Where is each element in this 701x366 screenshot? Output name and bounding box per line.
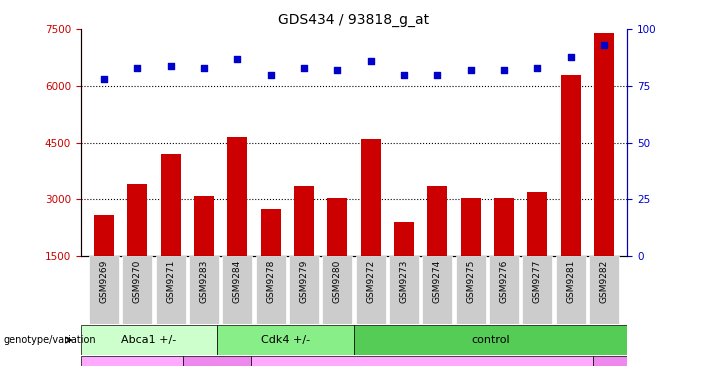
Bar [428,186,447,313]
Bar [494,198,514,313]
Bar [217,325,354,355]
Point [165,63,176,68]
Bar [194,196,214,313]
Bar [594,33,614,313]
Point [198,65,210,71]
Bar [222,256,252,324]
Bar [456,256,486,324]
Bar [156,256,186,324]
Bar [289,256,319,324]
Text: Abca1 +/-: Abca1 +/- [121,335,177,345]
Bar [461,198,481,313]
Text: GSM9275: GSM9275 [466,259,475,303]
Text: GSM9277: GSM9277 [533,259,542,303]
Bar [227,137,247,313]
Text: GSM9269: GSM9269 [100,259,109,303]
Text: control: control [471,335,510,345]
Text: GSM9281: GSM9281 [566,259,576,303]
Bar [183,356,252,366]
Bar [355,256,386,324]
Bar [89,256,119,324]
Point [132,65,143,71]
Point [432,72,443,78]
Bar [189,256,219,324]
Bar [128,184,147,313]
Bar [593,356,627,366]
Bar [294,186,314,313]
Point [265,72,276,78]
Point [232,56,243,62]
Text: GSM9276: GSM9276 [500,259,508,303]
Text: GSM9274: GSM9274 [433,259,442,303]
Point [498,67,510,73]
Text: GSM9279: GSM9279 [299,259,308,303]
Bar [561,75,580,313]
Bar [122,256,152,324]
Bar [489,256,519,324]
Text: Cdk4 +/-: Cdk4 +/- [261,335,311,345]
Point [365,58,376,64]
Point [532,65,543,71]
Text: GSM9283: GSM9283 [200,259,208,303]
Bar [161,154,181,313]
Point [565,53,576,59]
Bar [527,192,547,313]
Text: GSM9270: GSM9270 [132,259,142,303]
Bar [81,356,183,366]
Point [299,65,310,71]
Text: GSM9278: GSM9278 [266,259,275,303]
Text: genotype/variation: genotype/variation [4,335,96,345]
Bar [423,256,452,324]
Text: GSM9284: GSM9284 [233,259,242,303]
Point [332,67,343,73]
Bar [354,325,627,355]
Bar [81,325,217,355]
Bar [327,198,347,313]
Text: GSM9282: GSM9282 [599,259,608,303]
Text: GSM9272: GSM9272 [366,259,375,303]
Bar [256,256,286,324]
Title: GDS434 / 93818_g_at: GDS434 / 93818_g_at [278,13,430,27]
Bar [252,356,593,366]
Text: GSM9271: GSM9271 [166,259,175,303]
Text: GSM9280: GSM9280 [333,259,342,303]
Text: GSM9273: GSM9273 [400,259,409,303]
Point [98,76,109,82]
Bar [322,256,353,324]
Bar [556,256,586,324]
Bar [589,256,619,324]
Point [465,67,476,73]
Bar [94,214,114,313]
Bar [522,256,552,324]
Point [599,42,610,48]
Bar [361,139,381,313]
Bar [261,209,280,313]
Bar [394,222,414,313]
Point [398,72,409,78]
Bar [389,256,419,324]
